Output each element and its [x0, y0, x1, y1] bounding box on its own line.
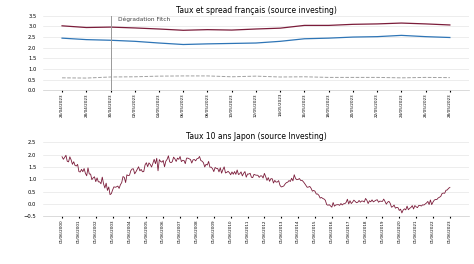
Legend: taux 10 ans France, taux 10 ans Allemagne, Spread: taux 10 ans France, taux 10 ans Allemagn… [186, 147, 326, 155]
Title: Taux et spread français (source investing): Taux et spread français (source investin… [175, 6, 337, 15]
Title: Taux 10 ans Japon (source Investing): Taux 10 ans Japon (source Investing) [186, 132, 326, 142]
Text: Dégradation Fitch: Dégradation Fitch [118, 16, 170, 21]
